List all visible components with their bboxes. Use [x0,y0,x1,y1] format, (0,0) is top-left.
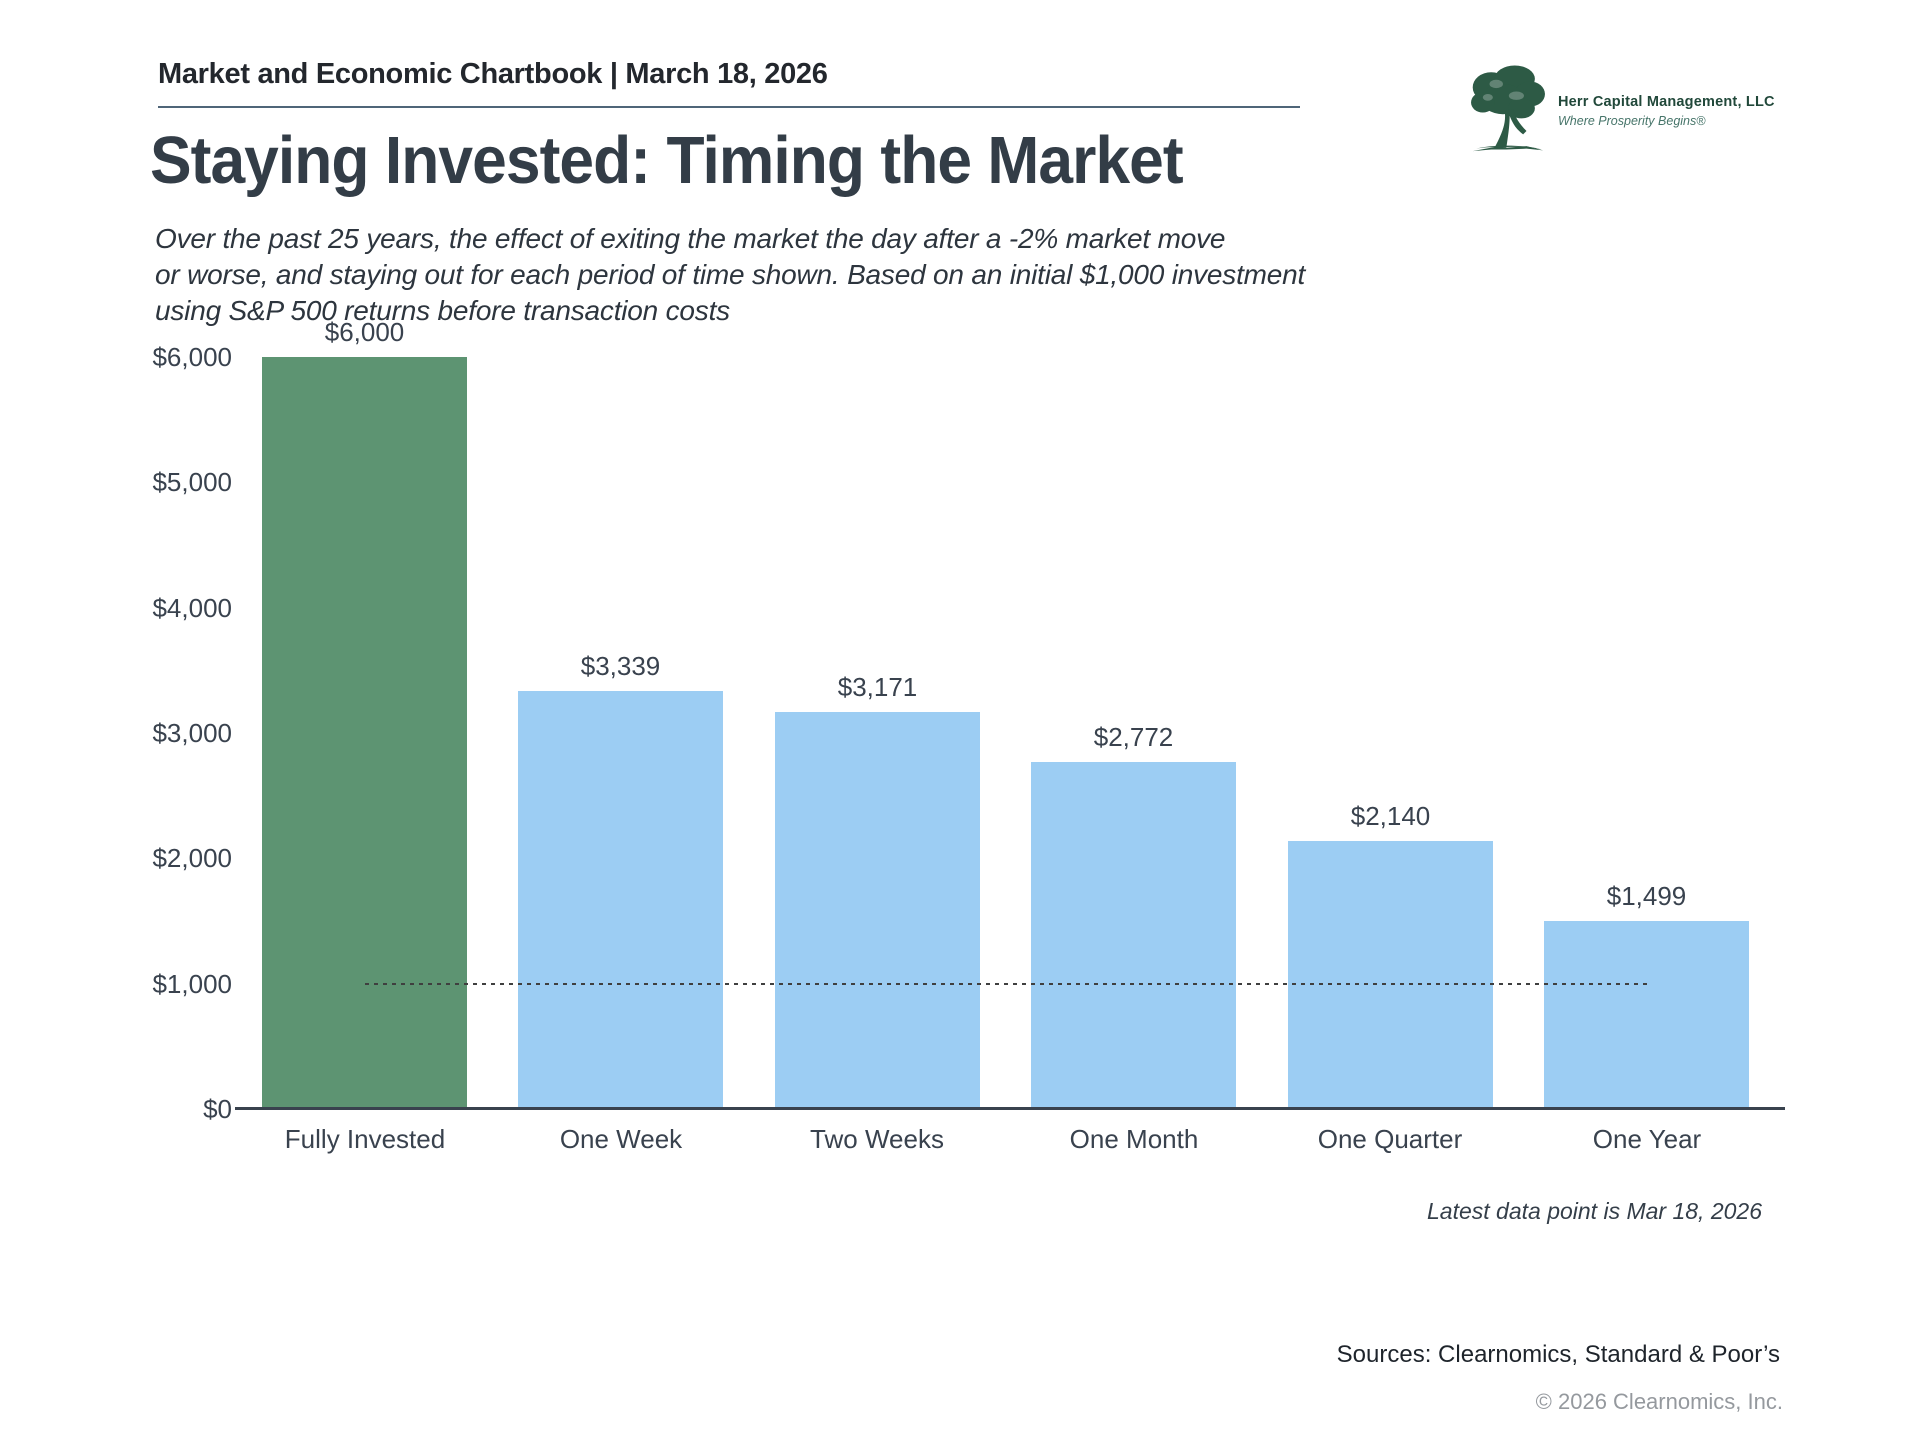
bar-value-label: $3,339 [580,651,661,681]
x-category-label: One Quarter [1317,1124,1463,1154]
bar-value-label: $1,499 [1606,881,1687,911]
bar-one-quarter [1288,841,1493,1109]
page-title: Staying Invested: Timing the Market [150,123,1184,198]
brand-name: Herr Capital Management, LLC [1558,94,1775,110]
bar-one-week [518,691,723,1109]
y-tick-label: $4,000 [152,593,232,623]
bar-one-year [1544,921,1749,1109]
header-rule [158,106,1300,108]
page-subtitle: Over the past 25 years, the effect of ex… [155,221,1305,329]
bar-two-weeks [775,712,980,1109]
subtitle-line: using S&P 500 returns before transaction… [155,295,730,326]
x-category-label: One Week [559,1124,683,1154]
latest-data-note: Latest data point is Mar 18, 2026 [1427,1198,1762,1224]
bar-fully-invested [262,357,467,1109]
bar-value-label: $2,140 [1350,801,1431,831]
tree-icon [1471,65,1545,152]
x-category-label: Two Weeks [810,1124,944,1154]
x-category-label: Fully Invested [284,1124,446,1154]
y-tick-label: $5,000 [152,467,232,497]
chartbook-header: Market and Economic Chartbook | March 18… [158,58,828,90]
brand-tagline: Where Prosperity Begins® [1558,114,1706,128]
reference-line [365,983,1647,985]
subtitle-line: or worse, and staying out for each perio… [155,259,1306,290]
copyright-note: © 2026 Clearnomics, Inc. [1535,1389,1783,1414]
y-tick-label: $0 [203,1094,232,1124]
bar-value-label: $6,000 [324,317,405,347]
y-tick-label: $6,000 [152,342,232,372]
x-category-label: One Year [1592,1124,1702,1154]
bar-value-label: $2,772 [1093,722,1174,752]
y-tick-label: $3,000 [152,718,232,748]
x-axis-line [235,1107,1785,1110]
y-tick-label: $2,000 [152,843,232,873]
bar-value-label: $3,171 [837,672,918,702]
y-tick-label: $1,000 [152,969,232,999]
bar-one-month [1031,762,1236,1109]
sources-note: Sources: Clearnomics, Standard & Poor’s [1336,1341,1780,1368]
subtitle-line: Over the past 25 years, the effect of ex… [155,223,1226,254]
x-category-label: One Month [1069,1124,1199,1154]
